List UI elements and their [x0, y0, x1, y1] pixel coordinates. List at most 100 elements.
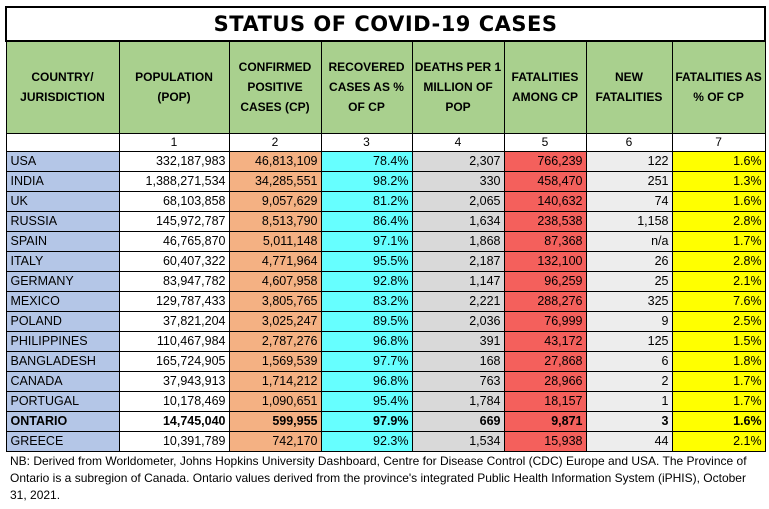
header-row: COUNTRY/ JURISDICTION POPULATION (POP) C…	[5, 40, 766, 134]
table-title: STATUS OF COVID-19 CASES	[4, 6, 767, 42]
cell-fatalities-pct: 2.1%	[671, 270, 766, 292]
cell-new-fatalities: 1,158	[585, 210, 673, 232]
cell-confirmed-cases: 599,955	[228, 410, 322, 432]
cell-fatalities-pct: 2.5%	[671, 310, 766, 332]
cell-country: SPAIN	[5, 230, 120, 252]
cell-fatalities: 96,259	[503, 270, 587, 292]
cell-fatalities: 15,938	[503, 430, 587, 452]
cell-confirmed-cases: 2,787,276	[228, 330, 322, 352]
table-row: ONTARIO 14,745,040 599,955 97.9% 669 9,871 3 1.…	[5, 410, 766, 432]
cell-fatalities-pct: 2.8%	[671, 250, 766, 272]
table-row: MEXICO 129,787,433 3,805,765 83.2% 2,221 288,…	[5, 290, 766, 312]
cell-confirmed-cases: 1,569,539	[228, 350, 322, 372]
cell-deaths-per-million: 330	[411, 170, 505, 192]
table-row: USA 332,187,983 46,813,109 78.4% 2,307 766,23…	[5, 150, 766, 172]
cell-country: ITALY	[5, 250, 120, 272]
cell-new-fatalities: 6	[585, 350, 673, 372]
cell-country: GREECE	[5, 430, 120, 452]
cell-deaths-per-million: 2,307	[411, 150, 505, 172]
cell-fatalities: 238,538	[503, 210, 587, 232]
cell-new-fatalities: 1	[585, 390, 673, 412]
table-body: USA 332,187,983 46,813,109 78.4% 2,307 766,23…	[5, 150, 766, 452]
cell-confirmed-cases: 34,285,551	[228, 170, 322, 192]
cell-recovered-pct: 98.2%	[320, 170, 413, 192]
cell-fatalities: 27,868	[503, 350, 587, 372]
header-fatalities-pct: FATALITIES AS % OF CP	[671, 40, 766, 134]
cell-deaths-per-million: 2,065	[411, 190, 505, 212]
cell-fatalities-pct: 7.6%	[671, 290, 766, 312]
cell-fatalities: 43,172	[503, 330, 587, 352]
cell-deaths-per-million: 2,036	[411, 310, 505, 332]
cell-fatalities: 458,470	[503, 170, 587, 192]
cell-new-fatalities: 26	[585, 250, 673, 272]
table-row: INDIA 1,388,271,534 34,285,551 98.2% 330 458,…	[5, 170, 766, 192]
table-row: PHILIPPINES 110,467,984 2,787,276 96.8% 391 4…	[5, 330, 766, 352]
cell-country: INDIA	[5, 170, 120, 192]
table-row: GREECE 10,391,789 742,170 92.3% 1,534 15,938 4…	[5, 430, 766, 452]
cell-recovered-pct: 83.2%	[320, 290, 413, 312]
cell-population: 1,388,271,534	[118, 170, 230, 192]
cell-country: UK	[5, 190, 120, 212]
column-number: 4	[411, 132, 505, 152]
column-number: 1	[118, 132, 230, 152]
cell-recovered-pct: 96.8%	[320, 330, 413, 352]
cell-new-fatalities: 74	[585, 190, 673, 212]
cell-population: 332,187,983	[118, 150, 230, 172]
cell-fatalities-pct: 1.6%	[671, 150, 766, 172]
cell-fatalities-pct: 2.1%	[671, 430, 766, 452]
cell-country: ONTARIO	[5, 410, 120, 432]
cell-deaths-per-million: 2,221	[411, 290, 505, 312]
cell-country: RUSSIA	[5, 210, 120, 232]
column-number: 2	[228, 132, 322, 152]
cell-country: CANADA	[5, 370, 120, 392]
cell-recovered-pct: 95.4%	[320, 390, 413, 412]
cell-recovered-pct: 92.8%	[320, 270, 413, 292]
column-number	[5, 132, 120, 152]
cell-confirmed-cases: 3,805,765	[228, 290, 322, 312]
cell-new-fatalities: 251	[585, 170, 673, 192]
cell-fatalities: 28,966	[503, 370, 587, 392]
cell-fatalities: 140,632	[503, 190, 587, 212]
cell-population: 14,745,040	[118, 410, 230, 432]
cell-population: 37,943,913	[118, 370, 230, 392]
cell-fatalities-pct: 1.8%	[671, 350, 766, 372]
cell-deaths-per-million: 1,147	[411, 270, 505, 292]
cell-fatalities: 288,276	[503, 290, 587, 312]
cell-fatalities: 9,871	[503, 410, 587, 432]
footnote: NB: Derived from Worldometer, Johns Hopk…	[10, 454, 747, 502]
cell-new-fatalities: 325	[585, 290, 673, 312]
cell-deaths-per-million: 669	[411, 410, 505, 432]
cell-country: PORTUGAL	[5, 390, 120, 412]
cell-fatalities-pct: 1.7%	[671, 230, 766, 252]
column-number: 5	[503, 132, 587, 152]
cell-confirmed-cases: 46,813,109	[228, 150, 322, 172]
cell-recovered-pct: 86.4%	[320, 210, 413, 232]
cell-deaths-per-million: 2,187	[411, 250, 505, 272]
cell-country: GERMANY	[5, 270, 120, 292]
cell-fatalities-pct: 1.7%	[671, 370, 766, 392]
cell-new-fatalities: 25	[585, 270, 673, 292]
cell-new-fatalities: 2	[585, 370, 673, 392]
header-deaths-per-million: DEATHS PER 1 MILLION OF POP	[411, 40, 505, 134]
cell-confirmed-cases: 9,057,629	[228, 190, 322, 212]
cell-new-fatalities: 9	[585, 310, 673, 332]
cell-recovered-pct: 81.2%	[320, 190, 413, 212]
cell-fatalities: 76,999	[503, 310, 587, 332]
column-number: 7	[671, 132, 766, 152]
cell-fatalities: 87,368	[503, 230, 587, 252]
table-row: GERMANY 83,947,782 4,607,958 92.8% 1,147 96,2…	[5, 270, 766, 292]
cell-deaths-per-million: 391	[411, 330, 505, 352]
table-row: CANADA 37,943,913 1,714,212 96.8% 763 28,966 2…	[5, 370, 766, 392]
cell-confirmed-cases: 742,170	[228, 430, 322, 452]
cell-recovered-pct: 97.1%	[320, 230, 413, 252]
header-confirmed-cases: CONFIRMED POSITIVE CASES (CP)	[228, 40, 322, 134]
cell-confirmed-cases: 1,714,212	[228, 370, 322, 392]
cell-confirmed-cases: 4,771,964	[228, 250, 322, 272]
cell-population: 83,947,782	[118, 270, 230, 292]
cell-population: 60,407,322	[118, 250, 230, 272]
cell-deaths-per-million: 1,634	[411, 210, 505, 232]
cell-recovered-pct: 89.5%	[320, 310, 413, 332]
cell-new-fatalities: 44	[585, 430, 673, 452]
cell-recovered-pct: 97.9%	[320, 410, 413, 432]
cell-fatalities-pct: 1.5%	[671, 330, 766, 352]
